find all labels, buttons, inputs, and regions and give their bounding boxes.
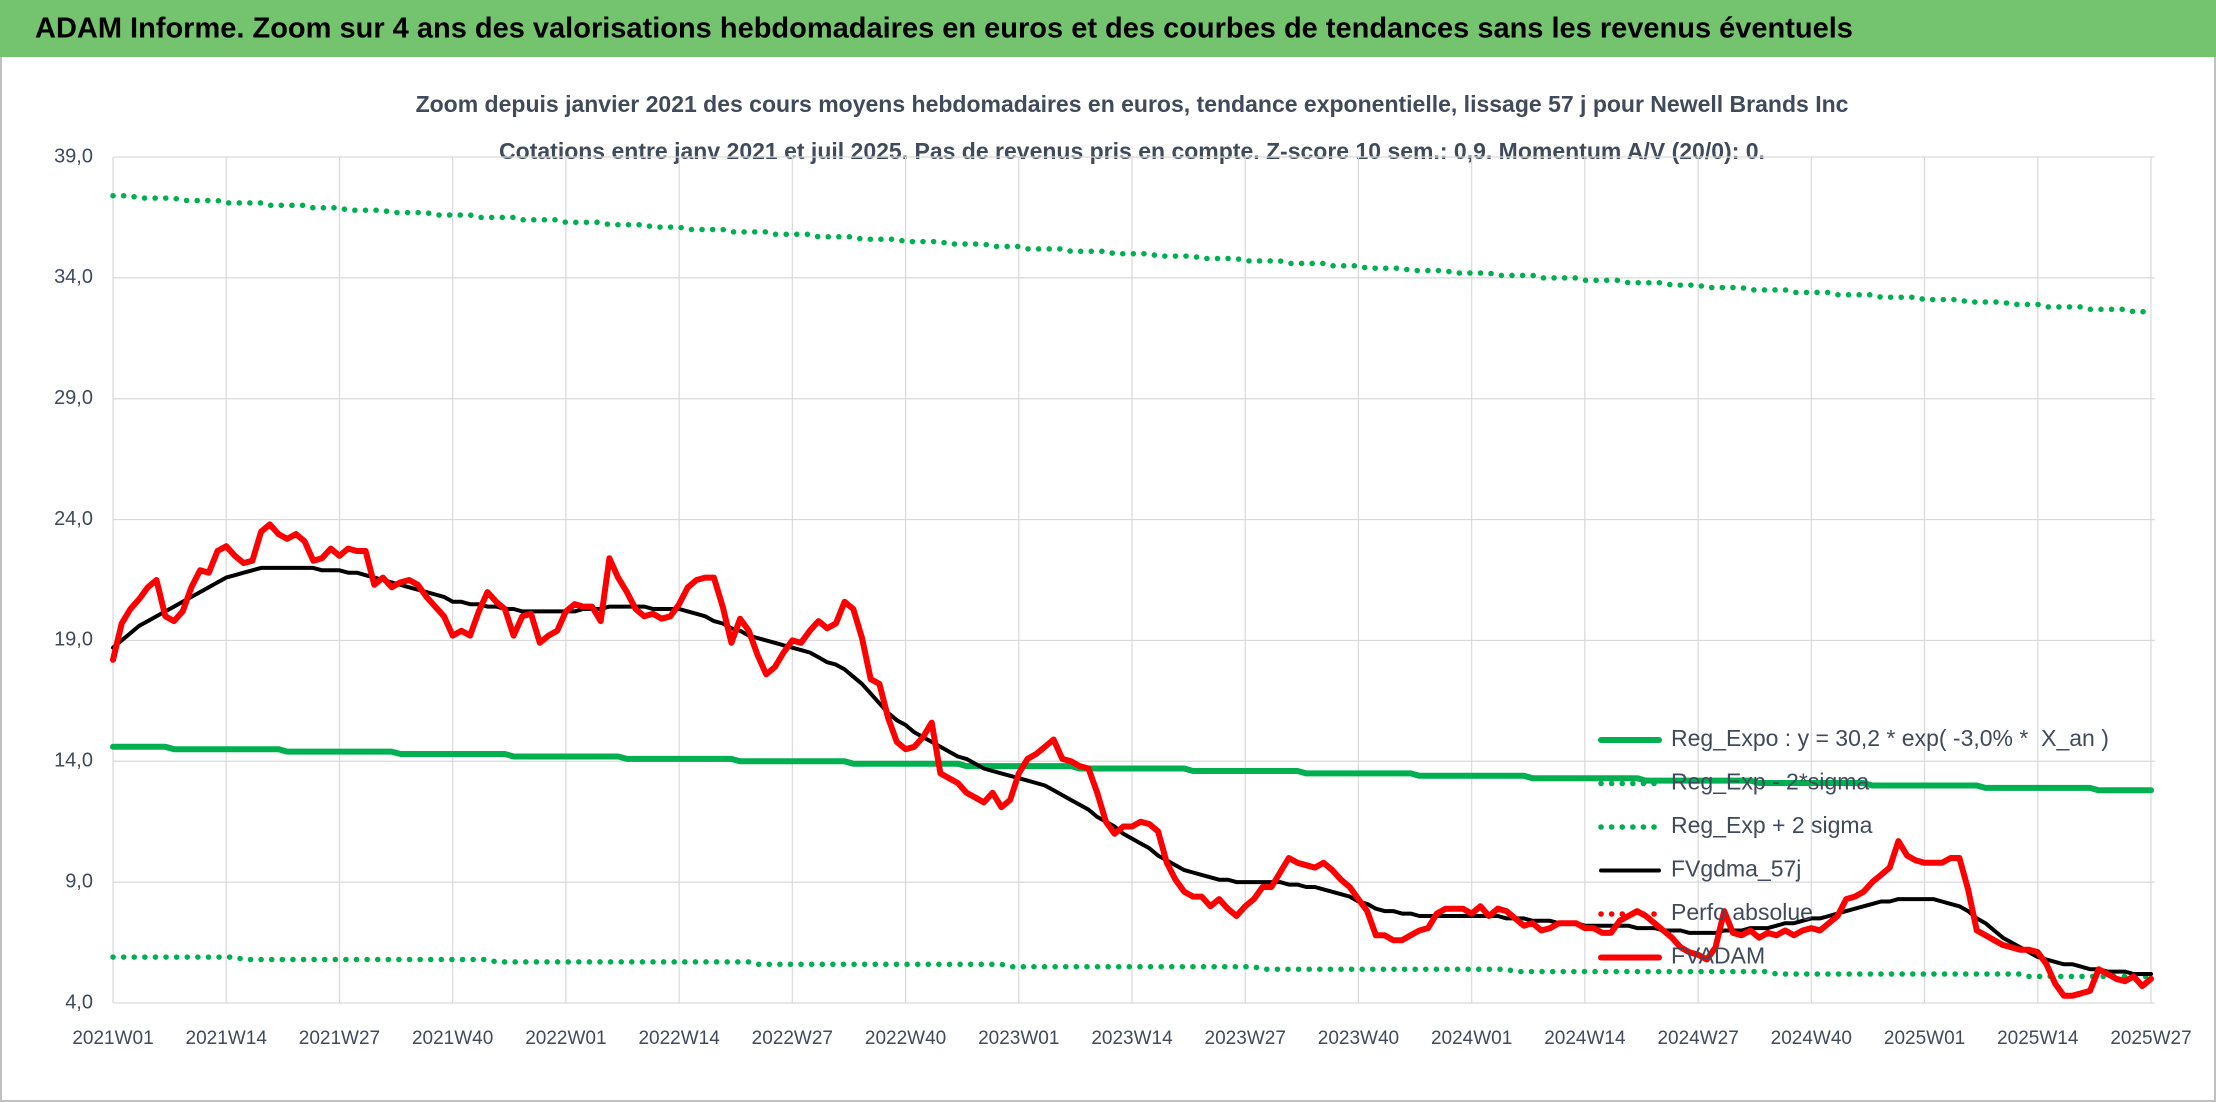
- legend: Reg_Expo : y = 30,2 * exp( -3,0% * X_an …: [1598, 725, 2109, 969]
- x-tick-label: 2024W40: [1771, 1028, 1852, 1049]
- x-tick-label: 2021W40: [412, 1028, 493, 1049]
- x-tick-label: 2021W01: [72, 1028, 153, 1049]
- header-bar: [0, 0, 2216, 57]
- y-tick-label: 9,0: [65, 870, 93, 892]
- x-tick-label: 2021W27: [299, 1028, 380, 1049]
- x-tick-label: 2024W27: [1657, 1028, 1738, 1049]
- series-line: [110, 954, 2154, 980]
- legend-label: Reg_Exp + 2 sigma: [1671, 812, 1873, 838]
- x-tick-label: 2025W14: [1997, 1028, 2079, 1049]
- legend-label: Reg_Exp - 2*sigma: [1671, 769, 1869, 795]
- x-tick-label: 2022W01: [525, 1028, 606, 1049]
- series-line: [111, 565, 2153, 976]
- y-tick-label: 14,0: [54, 750, 93, 772]
- y-tick-label: 39,0: [54, 145, 93, 167]
- x-tick-label: 2023W01: [978, 1028, 1059, 1049]
- x-tick-label: 2022W40: [865, 1028, 946, 1049]
- legend-label: FVADAM: [1671, 943, 1765, 969]
- legend-label: Perfo absolue: [1671, 899, 1813, 925]
- series-line: [110, 521, 2154, 999]
- y-tick-label: 24,0: [54, 508, 93, 530]
- y-tick-label: 4,0: [65, 991, 93, 1013]
- legend-label: Reg_Expo : y = 30,2 * exp( -3,0% * X_an …: [1671, 725, 2109, 751]
- y-tick-label: 29,0: [54, 387, 93, 409]
- x-tick-label: 2025W27: [2110, 1028, 2191, 1049]
- x-tick-label: 2023W27: [1205, 1028, 1286, 1049]
- x-tick-label: 2024W14: [1544, 1028, 1626, 1049]
- x-tick-label: 2023W40: [1318, 1028, 1399, 1049]
- x-tick-label: 2024W01: [1431, 1028, 1512, 1049]
- series-line: [110, 743, 2154, 794]
- x-tick-label: 2023W14: [1091, 1028, 1173, 1049]
- series-line: [110, 192, 2154, 315]
- x-tick-label: 2022W14: [638, 1028, 720, 1049]
- y-tick-label: 34,0: [54, 266, 93, 288]
- plot-area: 4,0 9,0 14,0 19,0 24,0 29,0 34,0 39,0 2021W01 202…: [54, 145, 2192, 1049]
- x-tick-label: 2021W14: [186, 1028, 268, 1049]
- x-tick-label: 2025W01: [1884, 1028, 1965, 1049]
- y-tick-label: 19,0: [54, 629, 93, 651]
- header-title: ADAM Informe. Zoom sur 4 ans des valoris…: [35, 13, 1853, 45]
- legend-label: FVgdma_57j: [1671, 856, 1801, 882]
- x-tick-label: 2022W27: [752, 1028, 833, 1049]
- chart-title: Zoom depuis janvier 2021 des cours moyen…: [416, 91, 1849, 117]
